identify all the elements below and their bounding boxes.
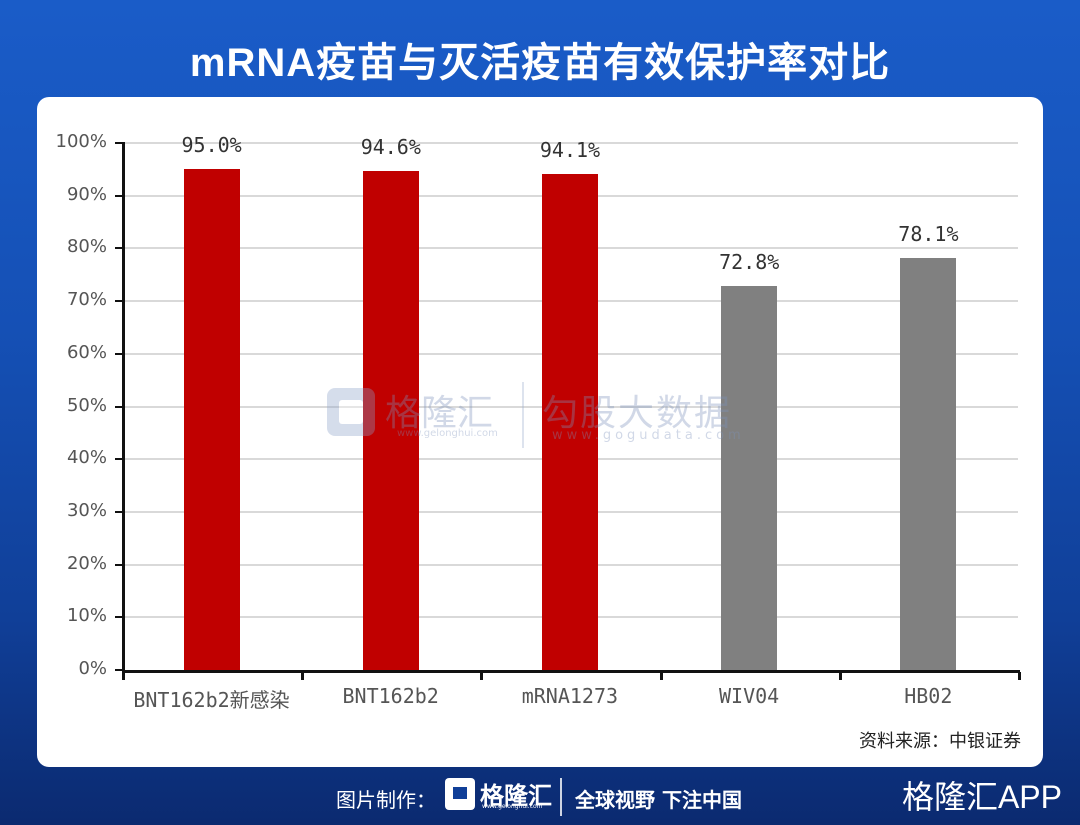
bar-bnt162b2 — [362, 171, 419, 670]
y-tick-mark — [115, 247, 123, 250]
y-tick-label: 80% — [66, 236, 107, 258]
x-tick-mark — [1018, 672, 1021, 680]
page-title: mRNA疫苗与灭活疫苗有效保护率对比 — [189, 41, 891, 85]
footer-divider — [560, 778, 562, 816]
bar-value-label: 72.8% — [719, 250, 780, 275]
y-tick-label: 30% — [66, 499, 107, 521]
gridline — [125, 142, 1018, 144]
gelonghui-logo-icon — [445, 778, 475, 810]
y-tick-label: 60% — [66, 341, 107, 363]
x-tick-mark — [122, 672, 125, 680]
bar-wiv04 — [721, 286, 778, 670]
x-category-label: WIV04 — [718, 684, 780, 708]
y-tick-mark — [115, 405, 123, 408]
bar-chart: 0% 10% 20% 30% 40% 50% 60% 70% 80% 90% 100% 95.0% BN… — [37, 97, 1043, 767]
x-tick-mark — [838, 672, 842, 680]
y-tick-label: 20% — [66, 552, 107, 574]
y-axis — [122, 142, 125, 672]
x-tick-mark — [301, 672, 305, 680]
y-tick-mark — [115, 510, 123, 513]
x-tick-mark — [659, 672, 663, 680]
bar-value-label: 78.1% — [898, 222, 959, 247]
y-tick-mark — [115, 352, 123, 355]
y-tick-label: 0% — [78, 658, 107, 679]
y-tick-label: 50% — [66, 394, 107, 416]
bar-value-label: 94.6% — [360, 135, 421, 160]
x-category-label: mRNA1273 — [521, 684, 619, 708]
y-tick-mark — [115, 669, 123, 671]
app-name: 格隆汇APP — [901, 779, 1062, 815]
y-tick-mark — [115, 563, 123, 566]
footer-logo-text: 格隆汇 — [480, 782, 552, 810]
x-tick-mark — [480, 672, 484, 680]
footer-slogan: 全球视野 下注中国 — [575, 788, 742, 812]
chart-card: 0% 10% 20% 30% 40% 50% 60% 70% 80% 90% 100% 95.0% BN… — [37, 97, 1043, 767]
bar-value-label: 94.1% — [539, 138, 601, 163]
y-tick-mark — [115, 142, 123, 144]
y-tick-mark — [115, 458, 123, 461]
y-tick-mark — [115, 194, 123, 197]
footer: 图片制作： 格隆汇 www.gelonghui.com 全球视野 下注中国 格隆… — [0, 770, 1080, 825]
made-by-label: 图片制作： — [336, 788, 436, 812]
bar-mrna1273 — [542, 174, 598, 670]
bar-bnt162b2新感染 — [183, 169, 240, 670]
y-tick-label: 100% — [55, 131, 107, 152]
y-tick-label: 40% — [66, 447, 107, 469]
y-tick-label: 90% — [66, 183, 107, 205]
footer-logo-url: www.gelonghui.com — [482, 803, 543, 810]
x-category-label: HB02 — [904, 684, 953, 708]
bar-value-label: 95.0% — [181, 133, 242, 158]
bar-hb02 — [900, 258, 957, 670]
x-axis — [122, 670, 1020, 673]
source-note: 资料来源：中银证券 — [859, 731, 1021, 752]
y-tick-mark — [115, 300, 123, 303]
x-category-label: BNT162b2新感染 — [133, 688, 290, 712]
y-tick-label: 10% — [66, 605, 107, 627]
x-category-label: BNT162b2 — [342, 684, 439, 708]
y-tick-label: 70% — [66, 289, 107, 311]
y-tick-mark — [115, 616, 123, 619]
